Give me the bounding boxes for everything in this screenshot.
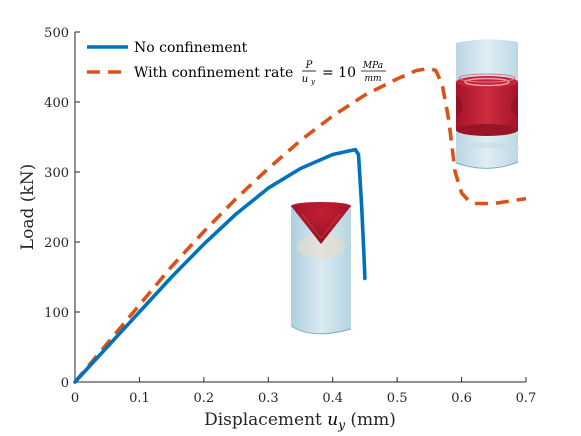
x-tick-label: 0 bbox=[71, 391, 79, 406]
y-tick-label: 400 bbox=[44, 96, 69, 111]
x-tick-label: 0.2 bbox=[194, 391, 215, 406]
legend: No confinement With confinement rate P u… bbox=[87, 40, 386, 86]
series-with-confinement-line bbox=[73, 66, 527, 384]
specimen-inset-with-confinement bbox=[455, 39, 519, 169]
y-tick-label: 200 bbox=[44, 236, 69, 251]
x-tick-label: 0.7 bbox=[516, 391, 537, 406]
x-tick-label: 0.5 bbox=[387, 391, 408, 406]
x-tick-label: 0.6 bbox=[451, 391, 472, 406]
legend-label-no-confinement: No confinement bbox=[134, 40, 248, 56]
axes bbox=[74, 32, 526, 383]
y-tick-label: 500 bbox=[44, 26, 69, 41]
x-tick-label: 0.3 bbox=[258, 391, 279, 406]
svg-text:P: P bbox=[305, 60, 313, 71]
svg-text:u: u bbox=[302, 74, 308, 85]
svg-text:= 10: = 10 bbox=[322, 65, 356, 81]
y-axis-title: Load (kN) bbox=[18, 164, 38, 250]
svg-text:MPa: MPa bbox=[362, 61, 383, 71]
specimen-inset-no-confinement bbox=[290, 202, 352, 335]
y-tick-label: 0 bbox=[61, 376, 69, 391]
y-tick-label: 300 bbox=[44, 166, 69, 181]
legend-label-with-confinement: With confinement rate bbox=[134, 65, 293, 81]
series-no-confinement-line bbox=[73, 147, 367, 384]
svg-text:y: y bbox=[310, 78, 316, 86]
legend-confinement-rate-formula: P u y = 10 MPa mm bbox=[302, 60, 386, 86]
svg-text:mm: mm bbox=[364, 74, 381, 84]
y-tick-label: 100 bbox=[44, 306, 69, 321]
x-ticks: 0 0.1 0.2 0.3 0.4 0.5 0.6 0.7 bbox=[71, 377, 536, 406]
x-axis-title: Displacement uy (mm) bbox=[204, 410, 396, 434]
x-tick-label: 0.1 bbox=[129, 391, 150, 406]
y-ticks: 0 100 200 300 400 500 bbox=[44, 26, 80, 391]
x-tick-label: 0.4 bbox=[322, 391, 343, 406]
